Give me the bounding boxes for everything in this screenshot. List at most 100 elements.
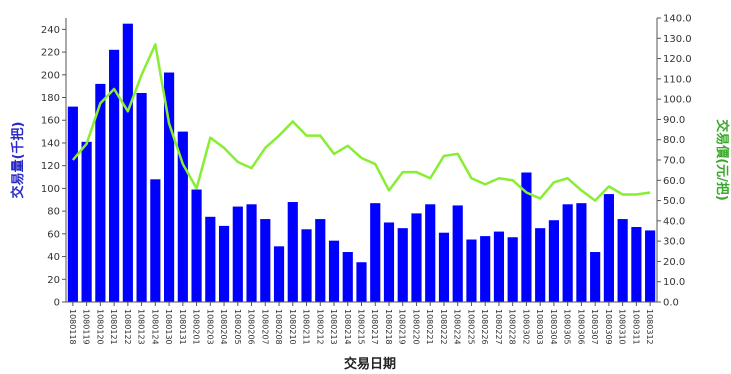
x-tick-label: 1080119 xyxy=(82,309,91,345)
y2-tick-label: 90.0 xyxy=(663,115,685,126)
y-tick-label: 240 xyxy=(41,25,60,36)
bar xyxy=(370,203,381,302)
x-tick-label: 1080311 xyxy=(631,309,640,345)
y2-tick-label: 130.0 xyxy=(663,34,692,45)
bar xyxy=(356,262,367,302)
x-tick-label: 1080305 xyxy=(563,309,572,345)
bar xyxy=(590,252,601,302)
x-tick-label: 1080215 xyxy=(357,309,366,345)
x-tick-label: 1080123 xyxy=(137,309,146,345)
bar xyxy=(535,228,546,302)
bar xyxy=(177,131,188,302)
bar xyxy=(576,203,587,302)
bar xyxy=(273,246,285,302)
x-tick-label: 1080131 xyxy=(178,309,187,345)
y-tick-label: 40 xyxy=(47,252,60,263)
bar xyxy=(315,219,326,302)
x-tick-label: 1080227 xyxy=(494,309,503,345)
bar xyxy=(218,225,230,302)
y2-tick-label: 140.0 xyxy=(663,14,692,25)
x-tick-label: 1080207 xyxy=(260,309,269,345)
bar xyxy=(122,23,133,303)
x-tick-label: 1080221 xyxy=(425,309,434,345)
bar xyxy=(617,219,628,302)
y2-tick-label: 120.0 xyxy=(663,54,692,65)
bar xyxy=(603,194,614,302)
bar xyxy=(67,106,78,302)
x-tick-label: 1080122 xyxy=(123,309,132,345)
x-tick-label: 1080307 xyxy=(590,309,599,345)
x-tick-label: 1080312 xyxy=(645,309,654,345)
y-tick-label: 120 xyxy=(41,161,60,172)
x-tick-label: 1080303 xyxy=(535,309,544,345)
bar xyxy=(260,219,271,302)
y2-tick-label: 110.0 xyxy=(663,74,692,85)
bar xyxy=(328,240,340,302)
y2-tick-label: 50.0 xyxy=(663,196,685,207)
x-tick-label: 1080304 xyxy=(549,309,558,345)
x-tick-label: 1080224 xyxy=(453,309,462,345)
x-tick-label: 1080218 xyxy=(384,309,393,345)
y-tick-label: 200 xyxy=(41,70,60,81)
y-tick-label: 60 xyxy=(47,229,60,240)
x-tick-label: 1080130 xyxy=(164,309,173,345)
x-tick-label: 1080208 xyxy=(274,309,283,345)
bar xyxy=(631,227,642,302)
line-series xyxy=(71,43,651,202)
bar xyxy=(164,72,175,302)
y-tick-label: 160 xyxy=(41,116,60,127)
y-tick-label: 220 xyxy=(41,48,60,59)
y2-tick-label: 100.0 xyxy=(663,95,692,106)
bar xyxy=(301,229,312,302)
x-tick-label: 1080201 xyxy=(192,309,201,345)
bar xyxy=(342,252,353,302)
bar xyxy=(480,236,491,302)
x-tick-label: 1080211 xyxy=(302,309,311,345)
x-axis-title: 交易日期 xyxy=(344,356,396,372)
bar xyxy=(493,231,505,302)
bar xyxy=(109,49,120,303)
y2-tick-label: 30.0 xyxy=(663,237,685,248)
x-tick-label: 1080219 xyxy=(398,309,407,345)
bar xyxy=(150,179,161,302)
x-tick-label: 1080302 xyxy=(521,309,530,345)
y2-tick-label: 60.0 xyxy=(663,176,685,187)
x-tick-label: 1080306 xyxy=(576,309,585,345)
y2-tick-label: 0.0 xyxy=(663,298,679,309)
y-tick-label: 0 xyxy=(54,298,60,309)
price-line xyxy=(71,43,651,202)
y2-tick-label: 80.0 xyxy=(663,135,685,146)
bar xyxy=(246,204,257,302)
x-tick-label: 1080309 xyxy=(604,309,613,345)
bar xyxy=(466,239,477,302)
y2-tick-label: 10.0 xyxy=(663,277,685,288)
x-tick-label: 1080220 xyxy=(411,309,420,345)
bar xyxy=(507,237,518,302)
bar xyxy=(383,222,395,302)
bar xyxy=(287,202,298,302)
y-tick-label: 80 xyxy=(47,207,60,218)
x-tick-label: 1080204 xyxy=(219,309,228,345)
bar xyxy=(548,220,559,302)
bar xyxy=(425,204,436,302)
bar xyxy=(205,216,216,302)
x-tick-label: 1080228 xyxy=(508,309,517,345)
axes: 0 20 40 60 80 100 120 140 160 180 200 220 240 0.0 10.0… xyxy=(41,14,692,345)
y-tick-label: 20 xyxy=(47,275,60,286)
x-tick-label: 1080217 xyxy=(370,309,379,345)
x-tick-label: 1080214 xyxy=(343,309,352,345)
y2-tick-label: 70.0 xyxy=(663,156,685,167)
x-tick-label: 1080206 xyxy=(247,309,256,345)
x-tick-label: 1080120 xyxy=(95,309,104,345)
x-tick-label: 1080121 xyxy=(109,309,118,345)
bar xyxy=(452,205,463,302)
y-tick-label: 140 xyxy=(41,138,60,149)
y2-tick-label: 40.0 xyxy=(663,216,685,227)
x-tick-label: 1080222 xyxy=(439,309,448,345)
x-tick-label: 1080210 xyxy=(288,309,297,345)
x-tick-label: 1080225 xyxy=(466,309,475,345)
bar xyxy=(645,230,656,302)
x-tick-label: 1080213 xyxy=(329,309,338,345)
bar xyxy=(397,228,408,302)
